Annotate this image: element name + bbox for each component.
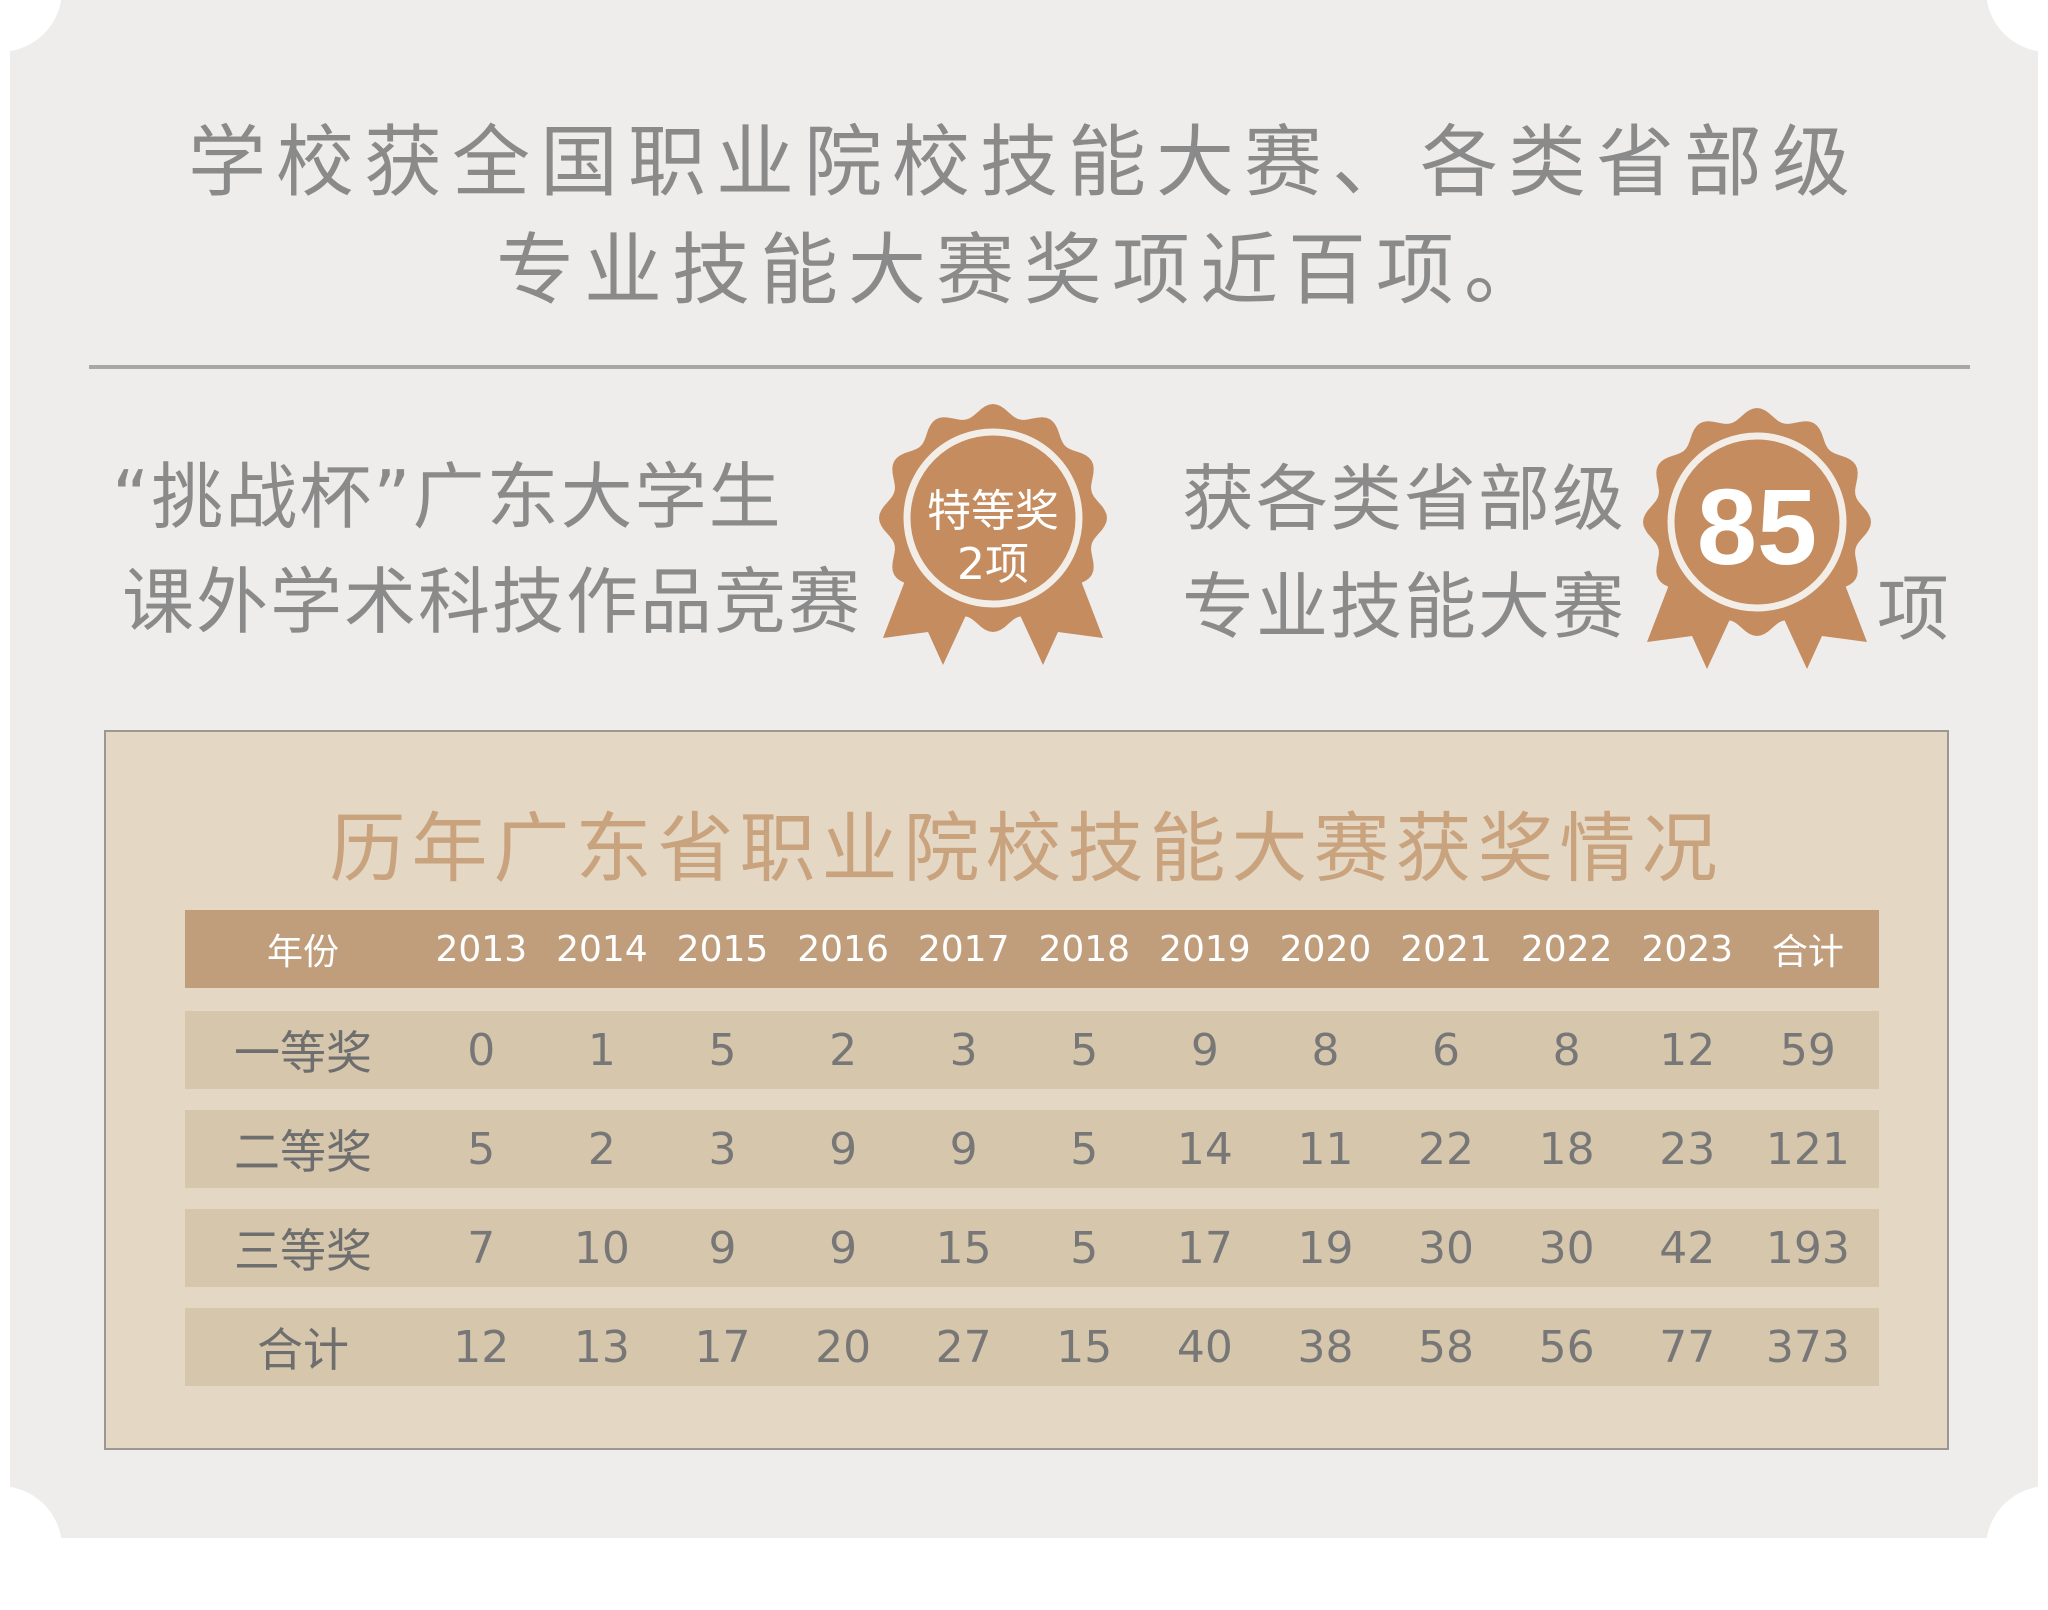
table-header-row: 年份 2013 2014 2015 2016 2017 2018 2019 2020 2021 20…: [185, 910, 1879, 988]
badge-rosette: [1643, 408, 1871, 636]
table-cell: 56: [1538, 1321, 1595, 1373]
challenge-cup-line-2: 课外学术科技作品竞赛: [122, 560, 863, 644]
table-cell: 10: [573, 1222, 630, 1274]
column-header: 2017: [917, 928, 1010, 970]
table-cell: 3: [708, 1123, 737, 1175]
corner-notch: [1986, 0, 2048, 52]
table-cell: 9: [949, 1123, 978, 1175]
table-cell: 42: [1659, 1222, 1716, 1274]
table-cell: 5: [708, 1024, 737, 1076]
table-cell: 13: [573, 1321, 630, 1373]
table-cell: 0: [467, 1024, 496, 1076]
table-cell: 121: [1765, 1123, 1850, 1175]
table-cell: 40: [1176, 1321, 1233, 1373]
column-header: 2023: [1641, 928, 1734, 970]
table-cell: 18: [1538, 1123, 1595, 1175]
awards-table-panel: 历年广东省职业院校技能大赛获奖情况 年份 2013 2014 2015 2016 2017…: [104, 730, 1949, 1450]
table-cell: 5: [1070, 1123, 1099, 1175]
table-cell: 17: [694, 1321, 751, 1373]
table-cell: 14: [1176, 1123, 1233, 1175]
corner-notch: [1986, 1486, 2048, 1610]
corner-notch: [0, 1486, 62, 1610]
table-cell: 7: [467, 1222, 496, 1274]
table-cell: 22: [1418, 1123, 1475, 1175]
table-cell: 77: [1659, 1321, 1716, 1373]
divider: [89, 365, 1970, 369]
column-header: 合计: [1771, 932, 1844, 973]
table-cell: 58: [1418, 1321, 1475, 1373]
column-header: 2013: [435, 928, 528, 970]
table-row: 一等奖 0 1 5 2 3 5 9 8 6 8 12 59: [185, 1011, 1879, 1089]
table-cell: 9: [708, 1222, 737, 1274]
column-header: 2019: [1159, 928, 1251, 970]
table-cell: 12: [453, 1321, 510, 1373]
table-cell: 2: [829, 1024, 858, 1076]
badge-number: 85: [1696, 466, 1818, 587]
table-cell: 59: [1779, 1024, 1836, 1076]
table-cell: 8: [1311, 1024, 1340, 1076]
table-cell: 19: [1297, 1222, 1354, 1274]
table-cell: 23: [1659, 1123, 1716, 1175]
column-header: 2015: [676, 928, 769, 970]
provincial-line-1: 获各类省部级: [1182, 457, 1627, 541]
table-row: 合计 12 13 17 20 27 15 40 38 58 56 77 373: [185, 1308, 1879, 1386]
provincial-line-2: 专业技能大赛: [1182, 565, 1627, 649]
badge-rosette: [879, 404, 1107, 632]
badge-ring: [903, 428, 1083, 608]
table-cell: 6: [1432, 1024, 1461, 1076]
award-badge-icon: 85: [1637, 404, 1877, 674]
headline-line-2: 专业技能大赛奖项近百项。: [495, 226, 1552, 316]
table-cell: 8: [1552, 1024, 1581, 1076]
badge-count: 2项: [957, 539, 1029, 590]
table-cell: 20: [815, 1321, 872, 1373]
row-label: 合计: [257, 1323, 349, 1377]
table-cell: 5: [1070, 1024, 1099, 1076]
table-cell: 2: [587, 1123, 616, 1175]
table-title: 历年广东省职业院校技能大赛获奖情况: [329, 804, 1724, 893]
table-cell: 9: [1190, 1024, 1219, 1076]
row-label: 二等奖: [234, 1125, 372, 1179]
column-header: 2016: [797, 928, 889, 970]
table-cell: 5: [467, 1123, 496, 1175]
badge-ring: [1667, 432, 1847, 612]
award-badge-icon: 特等奖 2项: [873, 400, 1113, 670]
table-cell: 38: [1297, 1321, 1354, 1373]
table-cell: 30: [1538, 1222, 1595, 1274]
table-row: 三等奖 7 10 9 9 15 5 17 19 30 30 42 193: [185, 1209, 1879, 1287]
corner-notch: [0, 0, 62, 52]
column-header: 2021: [1400, 928, 1492, 970]
table-cell: 30: [1418, 1222, 1475, 1274]
column-header: 2022: [1520, 928, 1613, 970]
table-cell: 3: [949, 1024, 978, 1076]
row-label: 一等奖: [234, 1026, 372, 1080]
table-cell: 11: [1297, 1123, 1354, 1175]
table-cell: 9: [829, 1123, 858, 1175]
column-header: 年份: [266, 932, 339, 973]
table-cell: 17: [1176, 1222, 1233, 1274]
table-cell: 5: [1070, 1222, 1099, 1274]
table-cell: 1: [587, 1024, 616, 1076]
table-cell: 15: [1056, 1321, 1113, 1373]
row-label: 三等奖: [234, 1224, 372, 1278]
badge-label: 特等奖: [927, 486, 1059, 537]
table-cell: 193: [1765, 1222, 1850, 1274]
table-cell: 9: [829, 1222, 858, 1274]
column-header: 2020: [1279, 928, 1372, 970]
table-cell: 27: [935, 1321, 992, 1373]
column-header: 2018: [1038, 928, 1131, 970]
column-header: 2014: [556, 928, 648, 970]
table-cell: 15: [935, 1222, 992, 1274]
challenge-cup-line-1: “挑战杯”广东大学生: [112, 455, 783, 539]
table-row: 二等奖 5 2 3 9 9 5 14 11 22 18 23 121: [185, 1110, 1879, 1188]
table-cell: 373: [1765, 1321, 1850, 1373]
table-cell: 12: [1659, 1024, 1716, 1076]
headline-line-1: 学校获全国职业院校技能大赛、各类省部级: [187, 118, 1860, 208]
unit-label: 项: [1877, 567, 1952, 651]
